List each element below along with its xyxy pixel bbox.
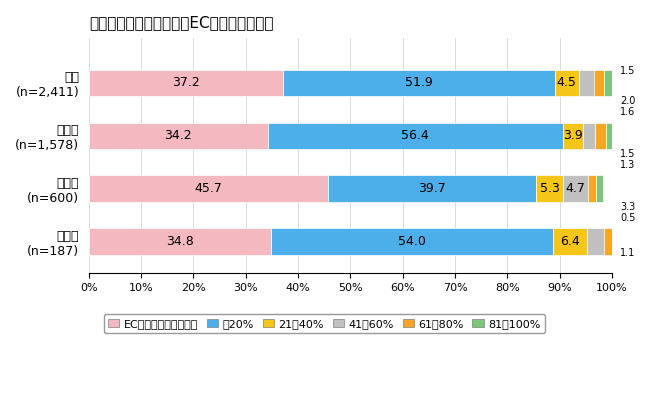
- Legend: ECに取り組んでいない, ～20%, 21～40%, 41～60%, 61～80%, 81～100%: ECに取り組んでいない, ～20%, 21～40%, 41～60%, 61～80…: [104, 314, 545, 333]
- Bar: [583, 123, 595, 149]
- Text: 4.5: 4.5: [557, 77, 577, 89]
- Bar: [587, 228, 604, 255]
- Bar: [89, 228, 271, 255]
- Bar: [283, 70, 555, 96]
- Bar: [89, 175, 328, 202]
- Text: 56.4: 56.4: [402, 129, 429, 142]
- Bar: [606, 123, 614, 149]
- Text: 1.5: 1.5: [620, 67, 635, 76]
- Text: 54.0: 54.0: [398, 235, 426, 248]
- Bar: [563, 123, 583, 149]
- Bar: [268, 123, 563, 149]
- Text: 37.2: 37.2: [172, 77, 200, 89]
- Text: 39.7: 39.7: [418, 182, 446, 195]
- Bar: [604, 70, 612, 96]
- Bar: [564, 175, 588, 202]
- Bar: [595, 123, 606, 149]
- Bar: [588, 175, 596, 202]
- Text: 【図１】販売額に占めるECの割合について: 【図１】販売額に占めるECの割合について: [89, 15, 274, 30]
- Bar: [89, 70, 283, 96]
- Text: 1.3: 1.3: [620, 160, 635, 170]
- Bar: [553, 228, 587, 255]
- Bar: [555, 70, 578, 96]
- Text: 45.7: 45.7: [194, 182, 222, 195]
- Text: 6.4: 6.4: [560, 235, 580, 248]
- Text: 34.2: 34.2: [164, 129, 192, 142]
- Bar: [604, 228, 621, 255]
- Text: 3.9: 3.9: [563, 129, 583, 142]
- Text: 34.8: 34.8: [166, 235, 194, 248]
- Bar: [578, 70, 593, 96]
- Text: 1.6: 1.6: [620, 107, 635, 117]
- Bar: [621, 228, 623, 255]
- Text: 3.3: 3.3: [620, 202, 635, 212]
- Text: 1.1: 1.1: [620, 248, 635, 258]
- Text: 0.5: 0.5: [620, 213, 635, 223]
- Bar: [271, 228, 553, 255]
- Bar: [89, 123, 268, 149]
- Bar: [593, 70, 604, 96]
- Text: 4.7: 4.7: [566, 182, 586, 195]
- Text: 5.3: 5.3: [540, 182, 560, 195]
- Bar: [328, 175, 536, 202]
- Text: 1.5: 1.5: [620, 149, 635, 159]
- Bar: [536, 175, 564, 202]
- Bar: [596, 175, 603, 202]
- Text: 51.9: 51.9: [406, 77, 433, 89]
- Text: 2.0: 2.0: [620, 97, 635, 106]
